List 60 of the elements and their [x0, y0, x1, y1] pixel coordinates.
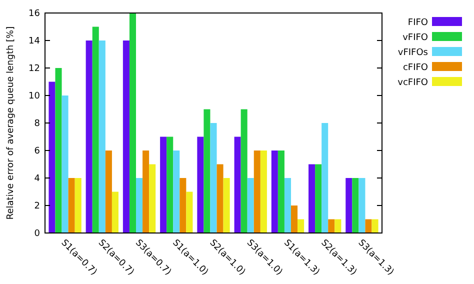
bar	[260, 150, 267, 233]
y-axis-title: Relative error of average queue length [%]	[6, 26, 16, 220]
bar	[216, 164, 224, 233]
bar	[352, 178, 359, 233]
bar	[365, 219, 372, 233]
bar	[308, 164, 316, 233]
bar	[346, 178, 352, 233]
y-tick-label: 12	[28, 64, 40, 74]
bar	[290, 206, 298, 233]
bar	[62, 96, 68, 233]
bar	[186, 192, 193, 233]
bar	[358, 178, 366, 233]
bar	[136, 178, 143, 233]
y-tick-label: 2	[34, 202, 40, 212]
bar	[173, 150, 180, 233]
bar	[180, 178, 186, 233]
bar	[271, 150, 278, 233]
bar	[234, 136, 241, 233]
y-tick-label: 4	[34, 174, 40, 184]
bar	[223, 178, 230, 233]
bar	[334, 219, 342, 233]
legend-label: vFIFO	[402, 33, 428, 44]
bar	[166, 136, 174, 233]
bar	[247, 178, 254, 233]
legend-label: vcFIFO	[398, 78, 428, 88]
y-tick-label: 16	[28, 9, 40, 20]
bar	[122, 40, 130, 233]
y-tick-label: 8	[34, 119, 40, 130]
bar	[74, 178, 82, 233]
bar	[149, 164, 156, 233]
bar	[142, 150, 150, 233]
bar	[328, 219, 335, 233]
y-tick-label: 6	[34, 146, 40, 157]
bar	[315, 164, 322, 233]
bar	[55, 68, 62, 233]
bar	[322, 123, 328, 233]
legend-label: FIFO	[408, 18, 428, 28]
bar	[278, 150, 284, 233]
bar	[68, 178, 75, 233]
legend-label: cFIFO	[402, 63, 428, 74]
bar	[284, 178, 291, 233]
bar	[98, 40, 106, 233]
y-tick-label: 10	[28, 92, 40, 102]
bar	[112, 192, 118, 233]
bar	[160, 136, 167, 233]
bar	[129, 13, 136, 233]
bar	[92, 26, 99, 233]
bar	[197, 136, 204, 233]
bar	[105, 150, 112, 233]
bar	[298, 219, 304, 233]
bar	[86, 40, 92, 233]
bar	[48, 82, 56, 233]
legend-label: vFIFOs	[398, 48, 428, 58]
bar	[372, 219, 378, 233]
bar	[254, 150, 260, 233]
bar	[204, 109, 210, 233]
bar	[210, 123, 217, 233]
y-tick-label: 0	[34, 229, 40, 240]
bar	[240, 109, 248, 233]
y-tick-label: 14	[28, 36, 40, 47]
